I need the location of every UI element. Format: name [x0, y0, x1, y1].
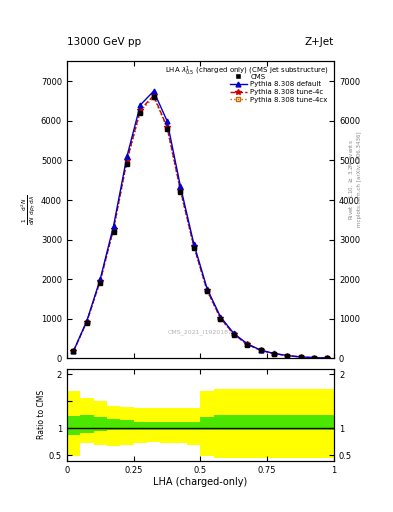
- Y-axis label: Ratio to CMS: Ratio to CMS: [37, 390, 46, 439]
- Text: 13000 GeV pp: 13000 GeV pp: [67, 36, 141, 47]
- Legend: CMS, Pythia 8.308 default, Pythia 8.308 tune-4c, Pythia 8.308 tune-4cx: CMS, Pythia 8.308 default, Pythia 8.308 …: [227, 71, 331, 105]
- Text: Z+Jet: Z+Jet: [305, 36, 334, 47]
- Text: Rivet 3.1.10, $\geq$ 3.2M events: Rivet 3.1.10, $\geq$ 3.2M events: [348, 139, 356, 220]
- Y-axis label: $\frac{1}{\mathrm{d}N}\,\frac{\mathrm{d}^2 N}{\mathrm{d}p_T\,\mathrm{d}\lambda}$: $\frac{1}{\mathrm{d}N}\,\frac{\mathrm{d}…: [20, 195, 38, 225]
- Text: CMS_2021_I1920187: CMS_2021_I1920187: [168, 329, 233, 335]
- Text: LHA $\lambda^{1}_{0.5}$ (charged only) (CMS jet substructure): LHA $\lambda^{1}_{0.5}$ (charged only) (…: [165, 65, 329, 78]
- Text: mcplots.cern.ch [arXiv:1306.3436]: mcplots.cern.ch [arXiv:1306.3436]: [357, 132, 362, 227]
- X-axis label: LHA (charged-only): LHA (charged-only): [153, 477, 248, 487]
